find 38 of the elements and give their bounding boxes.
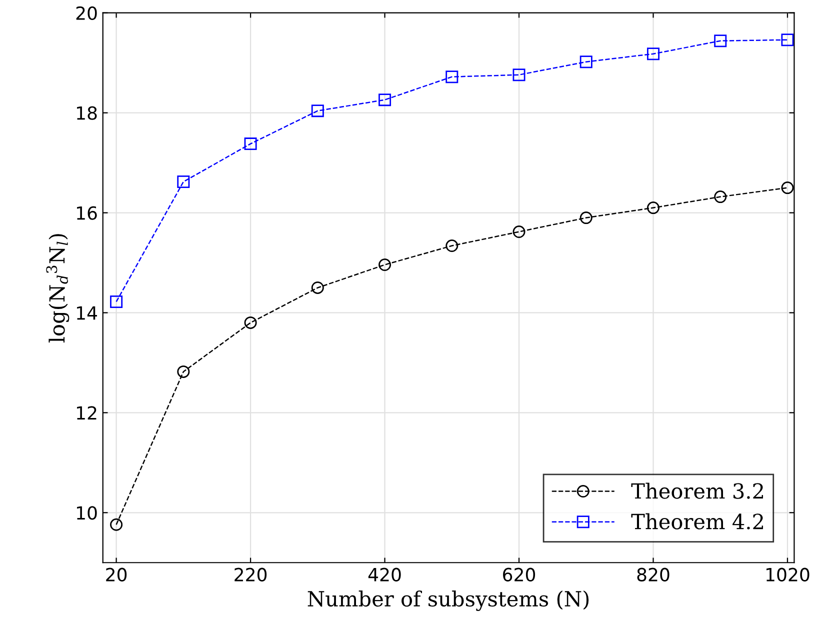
point	[646, 48, 660, 60]
point	[781, 34, 794, 46]
point	[512, 226, 526, 238]
point	[311, 281, 324, 294]
x-tick-label: 820	[637, 568, 670, 582]
point	[110, 295, 123, 308]
legend-label: Theorem 4.2	[631, 513, 763, 530]
point	[580, 212, 592, 224]
x-tick-label: 1020	[766, 568, 810, 582]
point	[714, 34, 727, 48]
x-tick-label: 420	[368, 568, 401, 582]
y-tick-label: 20	[76, 6, 97, 20]
point	[446, 70, 458, 84]
y-tick-label: 18	[77, 106, 97, 120]
x-tick-label: 620	[503, 568, 536, 582]
point	[646, 202, 660, 214]
point	[378, 258, 392, 272]
point	[177, 176, 190, 188]
point	[110, 518, 123, 531]
point	[781, 182, 794, 194]
x-tick-label: 220	[234, 568, 267, 582]
y-tick-label: 14	[77, 306, 97, 320]
x-tick-label: 20	[106, 568, 127, 582]
point	[446, 240, 458, 252]
point	[378, 94, 392, 106]
y-axis-title: log(N$_{d}$$^{3}$N$_{l}$)	[46, 234, 70, 343]
y-tick-label: 16	[77, 206, 97, 220]
point	[580, 56, 592, 68]
x-axis-title: Number of subsystems (N)	[308, 590, 589, 611]
point	[311, 104, 324, 118]
point	[512, 68, 526, 82]
y-tick-label: 10	[77, 506, 97, 520]
point	[244, 138, 257, 150]
point	[714, 190, 727, 204]
legend-label: Theorem 3.2	[631, 482, 763, 499]
point	[177, 365, 190, 378]
point	[244, 316, 257, 329]
y-tick-label: 12	[77, 406, 96, 420]
